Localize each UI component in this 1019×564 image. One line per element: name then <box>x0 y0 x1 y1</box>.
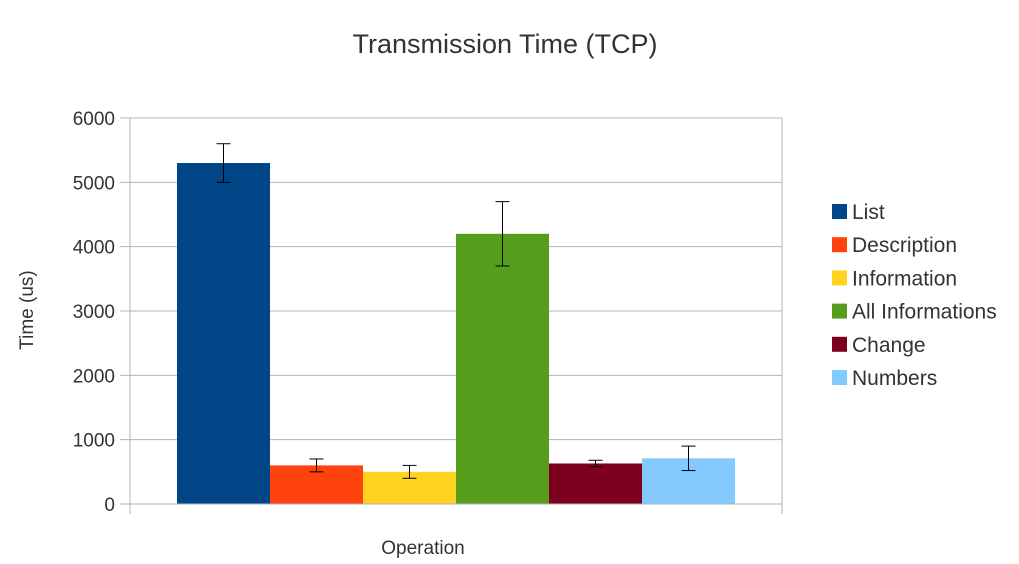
y-tick-label: 2000 <box>73 366 115 387</box>
y-tick-label: 3000 <box>73 302 115 323</box>
y-ticks: 0 1000 2000 3000 4000 5000 6000 <box>73 109 115 516</box>
error-bar <box>588 459 603 468</box>
bar-change <box>549 463 642 504</box>
y-tick-label: 5000 <box>73 173 115 194</box>
y-tick-label: 6000 <box>73 109 115 130</box>
error-bars <box>216 143 696 479</box>
y-axis-title: Time (us) <box>17 270 38 350</box>
axes <box>120 118 782 514</box>
legend-swatch <box>832 303 847 319</box>
chart-title: Transmission Time (TCP) <box>352 29 657 59</box>
legend-label: All Informations <box>852 301 997 324</box>
bar-list <box>177 163 270 505</box>
bar-all-informations <box>456 233 549 505</box>
legend-swatch <box>832 270 847 286</box>
error-bar <box>681 445 696 472</box>
legend-label: Numbers <box>852 367 937 390</box>
legend-label: List <box>852 201 885 224</box>
legend-swatch <box>832 204 847 219</box>
error-bar <box>402 464 417 479</box>
error-bar <box>495 201 510 267</box>
legend-swatch <box>832 237 847 253</box>
legend: List Description Information All Informatio… <box>832 201 997 390</box>
error-bar <box>216 143 231 183</box>
y-tick-label: 4000 <box>73 238 115 259</box>
legend-swatch <box>832 336 847 352</box>
error-bar <box>309 458 324 473</box>
legend-swatch <box>832 370 847 385</box>
legend-label: Description <box>852 234 957 257</box>
legend-label: Information <box>852 267 957 290</box>
x-axis-title: Operation <box>381 538 464 559</box>
y-tick-label: 0 <box>104 495 115 516</box>
legend-label: Change <box>852 334 926 357</box>
y-tick-label: 1000 <box>73 431 115 452</box>
bars <box>177 163 735 505</box>
